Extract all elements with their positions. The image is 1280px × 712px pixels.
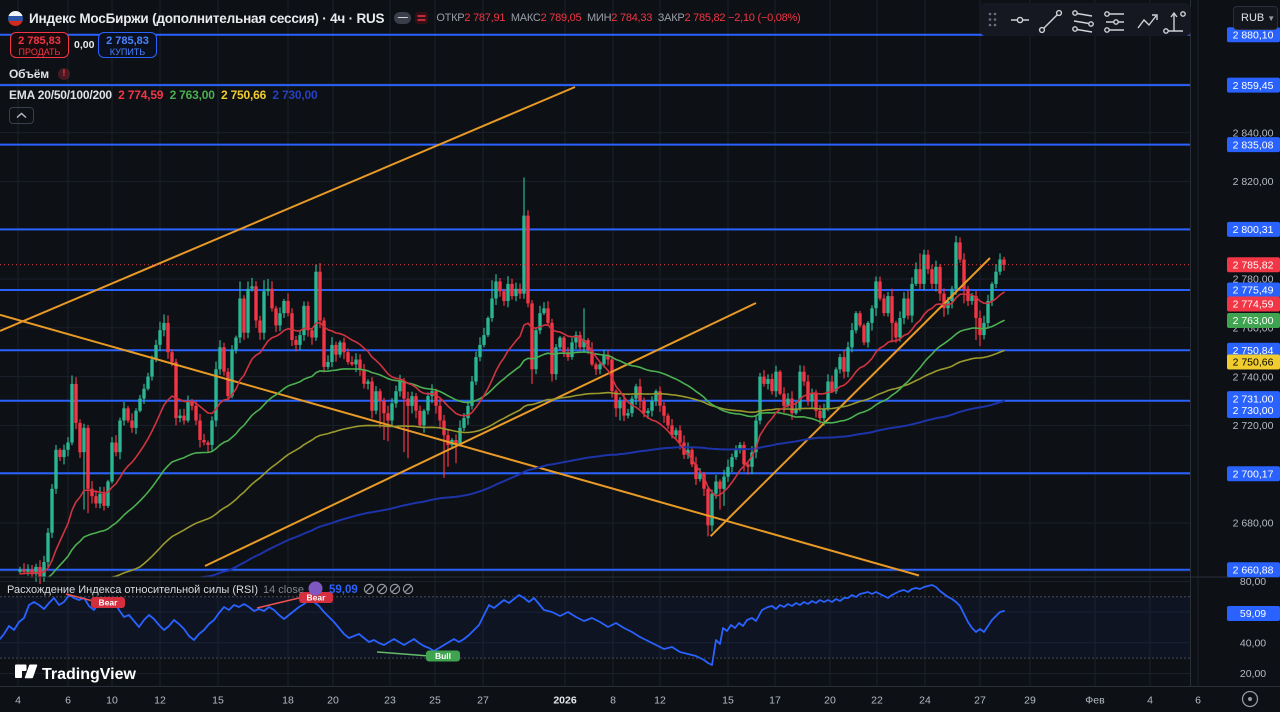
svg-text:2 820,00: 2 820,00 — [1233, 176, 1274, 188]
svg-text:59,09: 59,09 — [1240, 608, 1266, 620]
svg-text:2 740,00: 2 740,00 — [1233, 371, 1274, 383]
svg-text:2 880,10: 2 880,10 — [1233, 30, 1274, 42]
svg-text:12: 12 — [154, 695, 166, 707]
svg-text:Bear: Bear — [99, 597, 119, 607]
svg-text:2 750,66: 2 750,66 — [1233, 357, 1274, 369]
svg-text:2 720,00: 2 720,00 — [1233, 420, 1274, 432]
svg-text:6: 6 — [65, 695, 71, 707]
svg-text:10: 10 — [106, 695, 118, 707]
svg-text:4: 4 — [15, 695, 21, 707]
svg-text:23: 23 — [384, 695, 396, 707]
svg-text:20: 20 — [824, 695, 836, 707]
svg-text:18: 18 — [282, 695, 294, 707]
svg-text:24: 24 — [919, 695, 931, 707]
svg-text:2 800,31: 2 800,31 — [1233, 224, 1274, 236]
svg-text:2 840,00: 2 840,00 — [1233, 127, 1274, 139]
svg-text:2 750,84: 2 750,84 — [1233, 345, 1274, 357]
svg-text:40,00: 40,00 — [1240, 638, 1266, 650]
svg-text:22: 22 — [871, 695, 883, 707]
svg-text:2 775,49: 2 775,49 — [1233, 285, 1274, 297]
svg-text:27: 27 — [477, 695, 489, 707]
svg-text:80,00: 80,00 — [1240, 576, 1266, 588]
svg-text:2 763,00: 2 763,00 — [1233, 315, 1274, 327]
svg-text:15: 15 — [722, 695, 734, 707]
svg-text:2 774,59: 2 774,59 — [1233, 299, 1274, 311]
svg-text:14 close: 14 close — [263, 584, 304, 596]
svg-text:27: 27 — [974, 695, 986, 707]
svg-text:6: 6 — [1195, 695, 1201, 707]
svg-text:2 730,00: 2 730,00 — [1233, 405, 1274, 417]
svg-text:2 680,00: 2 680,00 — [1233, 518, 1274, 530]
svg-text:15: 15 — [212, 695, 224, 707]
svg-text:12: 12 — [654, 695, 666, 707]
svg-text:20,00: 20,00 — [1240, 668, 1266, 680]
svg-text:Bull: Bull — [435, 651, 451, 661]
svg-text:2 785,82: 2 785,82 — [1233, 260, 1274, 272]
svg-text:Фев: Фев — [1085, 695, 1105, 707]
svg-text:2 700,17: 2 700,17 — [1233, 469, 1274, 481]
svg-text:59,09: 59,09 — [329, 584, 358, 596]
svg-text:17: 17 — [769, 695, 781, 707]
svg-text:2 835,08: 2 835,08 — [1233, 139, 1274, 151]
svg-text:25: 25 — [429, 695, 441, 707]
svg-text:2 660,88: 2 660,88 — [1233, 564, 1274, 576]
svg-text:8: 8 — [610, 695, 616, 707]
svg-text:4: 4 — [1147, 695, 1153, 707]
svg-text:20: 20 — [327, 695, 339, 707]
svg-text:2 859,45: 2 859,45 — [1233, 80, 1274, 92]
svg-text:Расхождение Индекса относитель: Расхождение Индекса относительной силы (… — [7, 584, 258, 596]
svg-text:2026: 2026 — [553, 695, 577, 707]
svg-text:2 731,00: 2 731,00 — [1233, 393, 1274, 405]
svg-text:Bear: Bear — [307, 592, 327, 602]
svg-text:29: 29 — [1024, 695, 1036, 707]
svg-text:TradingView: TradingView — [42, 666, 137, 683]
